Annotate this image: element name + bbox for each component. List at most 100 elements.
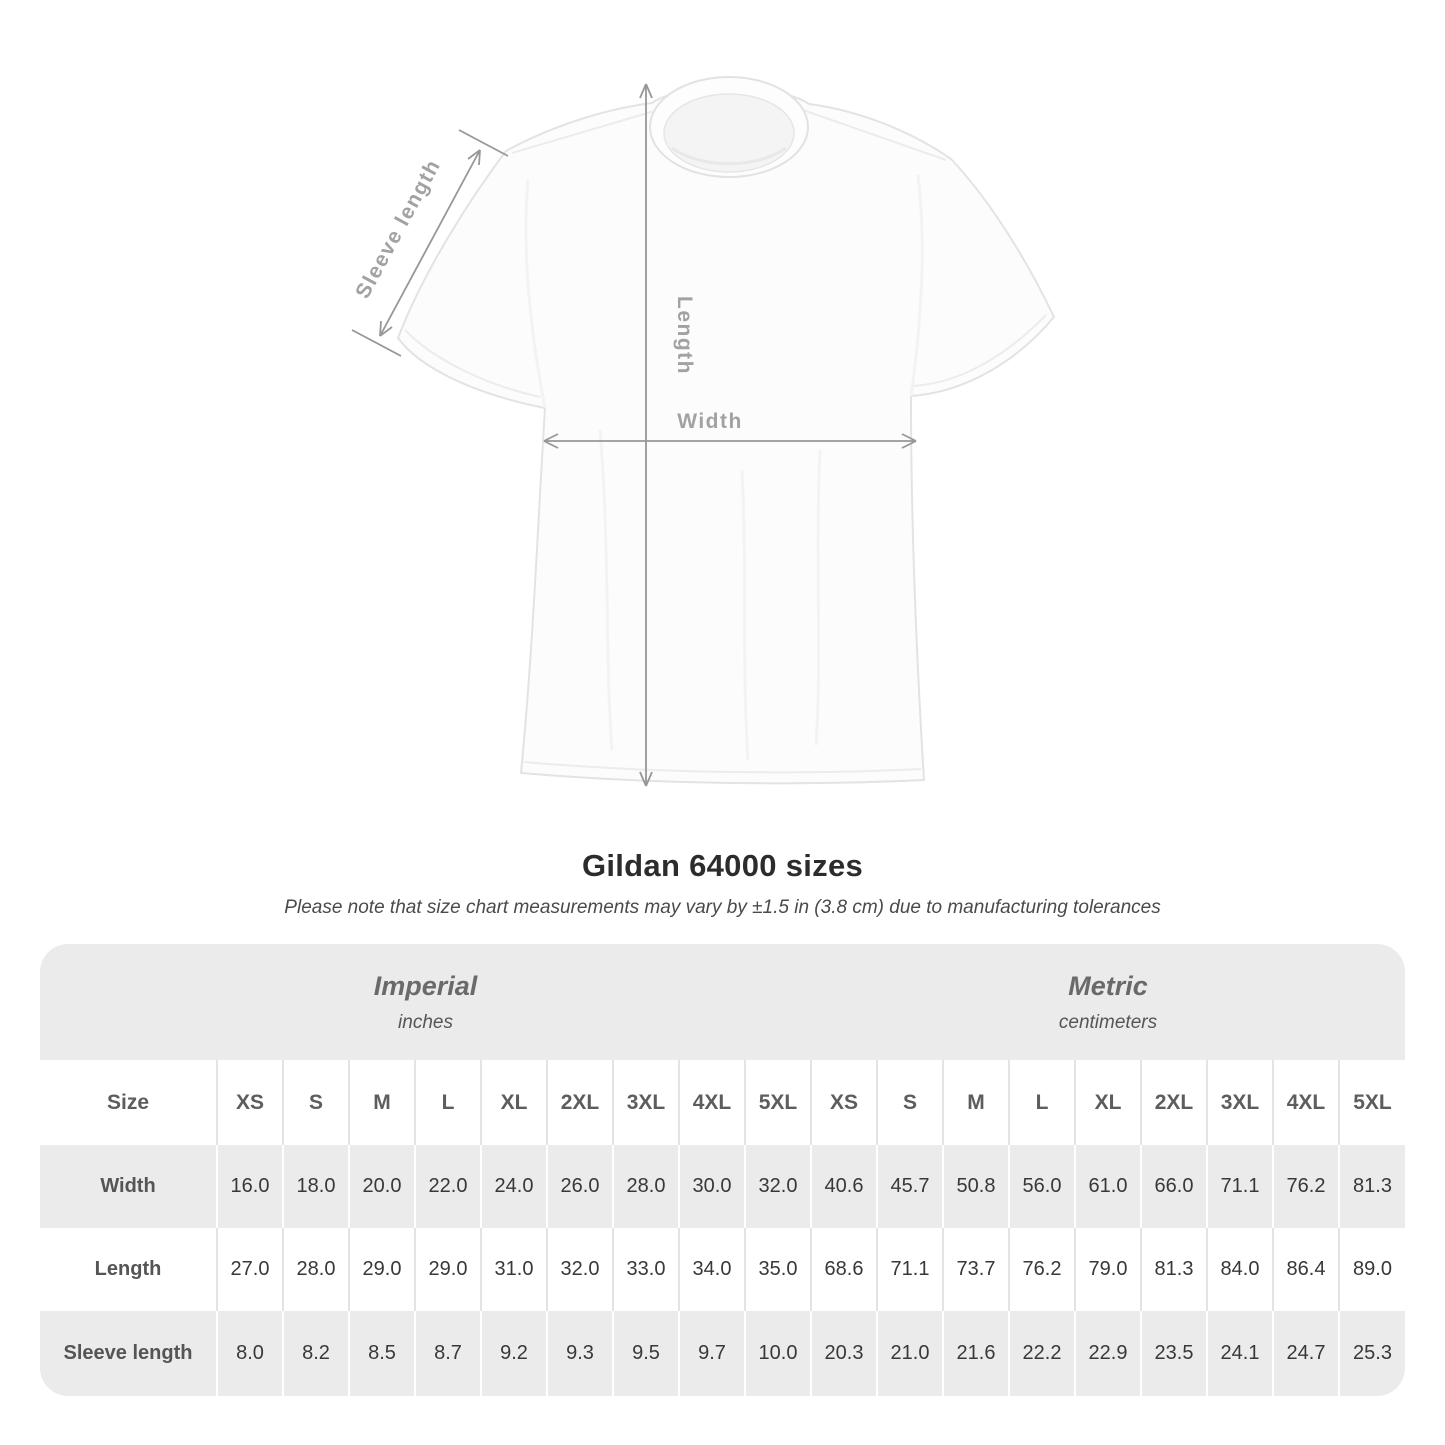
imperial-group-sublabel: inches (398, 1011, 453, 1033)
table-cell: 81.3 (1140, 1228, 1207, 1311)
size-column-header: 5XL (744, 1060, 811, 1145)
sleeve-seam-left (524, 179, 547, 409)
table-cell: 10.0 (744, 1311, 811, 1396)
metric-group-label: Metric (1068, 970, 1148, 1001)
length-dimension-label: Length (673, 296, 696, 375)
collar-inner (663, 93, 795, 173)
table-cell: 23.5 (1140, 1311, 1207, 1396)
table-cell: 20.3 (810, 1311, 877, 1396)
wrinkle (740, 469, 750, 761)
cuff-hem-right (912, 314, 1047, 387)
table-cell: 9.7 (678, 1311, 745, 1396)
table-cell: 8.2 (282, 1311, 349, 1396)
table-cell: 71.1 (876, 1228, 943, 1311)
bottom-hem-line (523, 761, 922, 774)
tshirt-measurement-diagram: Length Width Sleeve length (351, 76, 1055, 787)
table-cell: 32.0 (744, 1145, 811, 1228)
table-cell: 45.7 (876, 1145, 943, 1228)
table-row-width: Width 16.0 18.0 20.0 22.0 24.0 26.0 28.0… (40, 1145, 1405, 1228)
imperial-group-label: Imperial (373, 970, 478, 1001)
table-row-length: Length 27.0 28.0 29.0 29.0 31.0 32.0 33.… (40, 1228, 1405, 1311)
table-cell: 25.3 (1338, 1311, 1405, 1396)
size-column-header: 4XL (678, 1060, 745, 1145)
row-label-length: Length (40, 1228, 217, 1311)
table-cell: 30.0 (678, 1145, 745, 1228)
table-cell: 22.9 (1074, 1311, 1141, 1396)
table-cell: 22.2 (1008, 1311, 1075, 1396)
wrinkle (814, 449, 822, 746)
table-cell: 34.0 (678, 1228, 745, 1311)
size-column-header: M (942, 1060, 1009, 1145)
table-cell: 24.7 (1272, 1311, 1339, 1396)
table-cell: 32.0 (546, 1228, 613, 1311)
size-column-header: S (282, 1060, 349, 1145)
length-dimension-line (639, 83, 653, 787)
table-cell: 81.3 (1338, 1145, 1405, 1228)
size-column-header: XL (480, 1060, 547, 1145)
size-header-row: Size XS S M L XL 2XL 3XL 4XL 5XL XS S M … (40, 1060, 1405, 1145)
table-cell: 86.4 (1272, 1228, 1339, 1311)
size-column-header: 3XL (1206, 1060, 1273, 1145)
width-dimension: Width (543, 410, 917, 449)
metric-group-sublabel: centimeters (1058, 1011, 1158, 1033)
table-cell: 89.0 (1338, 1228, 1405, 1311)
table-cell: 61.0 (1074, 1145, 1141, 1228)
table-cell: 16.0 (216, 1145, 283, 1228)
size-column-header: XS (810, 1060, 877, 1145)
tshirt-diagram-svg: Length Width Sleeve length (351, 76, 1055, 787)
size-column-header: 5XL (1338, 1060, 1405, 1145)
shoulder-seam-left (511, 109, 659, 154)
size-column-header: XS (216, 1060, 283, 1145)
row-label-width: Width (40, 1145, 217, 1228)
table-cell: 73.7 (942, 1228, 1009, 1311)
size-column-header: 4XL (1272, 1060, 1339, 1145)
table-cell: 9.5 (612, 1311, 679, 1396)
table-cell: 40.6 (810, 1145, 877, 1228)
table-cell: 29.0 (348, 1228, 415, 1311)
table-row-sleeve-length: Sleeve length 8.0 8.2 8.5 8.7 9.2 9.3 9.… (40, 1311, 1405, 1396)
table-cell: 29.0 (414, 1228, 481, 1311)
size-column-header: 2XL (546, 1060, 613, 1145)
width-dimension-line (543, 433, 917, 449)
table-cell: 9.2 (480, 1311, 547, 1396)
size-column-header: S (876, 1060, 943, 1145)
table-cell: 24.0 (480, 1145, 547, 1228)
width-dimension-label: Width (677, 410, 743, 433)
table-cell: 21.6 (942, 1311, 1009, 1396)
shoulder-seam-right (802, 109, 947, 161)
table-cell: 9.3 (546, 1311, 613, 1396)
cuff-hem-left (404, 329, 541, 398)
size-column-header: 3XL (612, 1060, 679, 1145)
table-cell: 68.6 (810, 1228, 877, 1311)
metric-group-header: Metric centimeters (811, 944, 1405, 1060)
table-cell: 21.0 (876, 1311, 943, 1396)
size-column-header: L (414, 1060, 481, 1145)
page-title: Gildan 64000 sizes (581, 848, 864, 883)
sleeve-length-dimension-line (351, 129, 509, 357)
size-header-label: Size (40, 1060, 217, 1145)
imperial-group-header: Imperial inches (40, 944, 811, 1060)
tshirt-body-shape (397, 87, 1055, 785)
table-cell: 8.5 (348, 1311, 415, 1396)
size-table: Imperial inches Metric centimeters Size … (40, 944, 1405, 1396)
size-chart-table: Imperial inches Metric centimeters Size … (40, 944, 1405, 1396)
table-cell: 66.0 (1140, 1145, 1207, 1228)
table-cell: 31.0 (480, 1228, 547, 1311)
unit-group-header-row: Imperial inches Metric centimeters (40, 944, 1405, 1060)
size-column-header: M (348, 1060, 415, 1145)
table-cell: 28.0 (612, 1145, 679, 1228)
wrinkle (598, 429, 614, 751)
table-cell: 22.0 (414, 1145, 481, 1228)
length-dimension: Length (639, 83, 696, 787)
table-cell: 18.0 (282, 1145, 349, 1228)
table-cell: 27.0 (216, 1228, 283, 1311)
table-cell: 79.0 (1074, 1228, 1141, 1311)
table-cell: 56.0 (1008, 1145, 1075, 1228)
table-cell: 8.0 (216, 1311, 283, 1396)
table-cell: 28.0 (282, 1228, 349, 1311)
table-cell: 76.2 (1008, 1228, 1075, 1311)
table-cell: 24.1 (1206, 1311, 1273, 1396)
collar-shadow (671, 146, 787, 166)
size-column-header: 2XL (1140, 1060, 1207, 1145)
